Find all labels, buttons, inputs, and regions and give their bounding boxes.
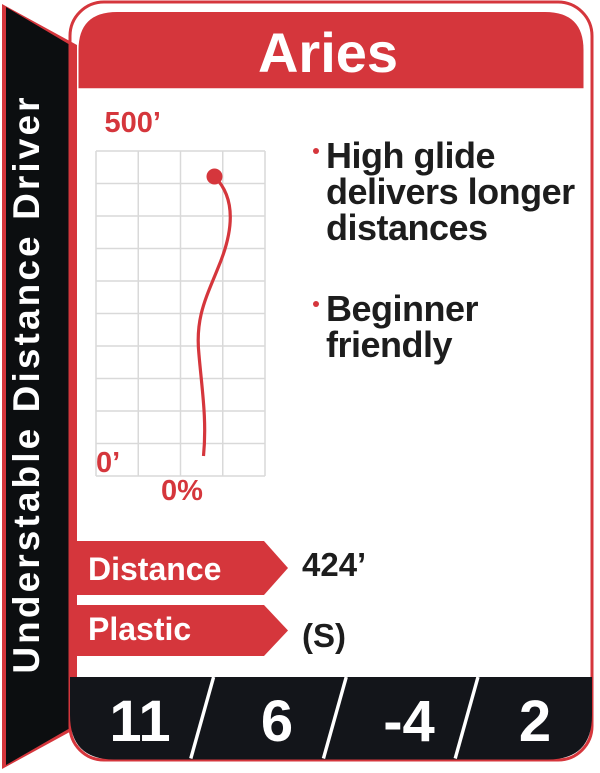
svg-text:Aries: Aries: [258, 21, 398, 84]
svg-text:500’: 500’: [105, 107, 161, 139]
svg-text:Plastic: Plastic: [88, 611, 191, 647]
svg-text:2: 2: [519, 689, 551, 754]
svg-text:(S): (S): [302, 617, 346, 654]
svg-text:11: 11: [109, 689, 170, 754]
svg-text:424’: 424’: [302, 546, 366, 583]
svg-text:Understable Distance Driver: Understable Distance Driver: [6, 94, 47, 673]
svg-text:0%: 0%: [161, 475, 203, 507]
svg-text:Distance: Distance: [88, 551, 221, 587]
svg-text:0’: 0’: [96, 447, 120, 479]
svg-text:-4: -4: [383, 689, 435, 754]
svg-text:6: 6: [261, 689, 293, 754]
